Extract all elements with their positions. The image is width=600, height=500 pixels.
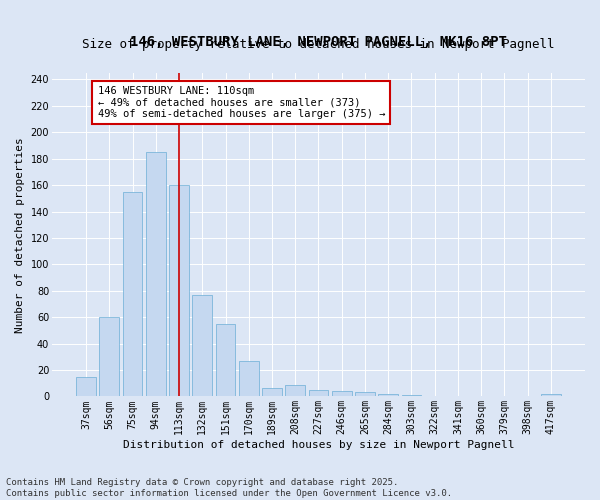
Bar <box>169 185 189 396</box>
Bar <box>355 392 375 396</box>
Bar <box>146 152 166 396</box>
Bar <box>215 324 235 396</box>
Bar <box>332 391 352 396</box>
Bar <box>193 294 212 396</box>
Bar <box>122 192 142 396</box>
Bar <box>379 394 398 396</box>
Title: Size of property relative to detached houses in Newport Pagnell: Size of property relative to detached ho… <box>82 38 555 51</box>
Text: Contains HM Land Registry data © Crown copyright and database right 2025.
Contai: Contains HM Land Registry data © Crown c… <box>6 478 452 498</box>
X-axis label: Distribution of detached houses by size in Newport Pagnell: Distribution of detached houses by size … <box>123 440 514 450</box>
Bar <box>401 395 421 396</box>
Bar <box>541 394 561 396</box>
Text: 146 WESTBURY LANE: 110sqm
← 49% of detached houses are smaller (373)
49% of semi: 146 WESTBURY LANE: 110sqm ← 49% of detac… <box>98 86 385 120</box>
Y-axis label: Number of detached properties: Number of detached properties <box>15 137 25 332</box>
Bar <box>100 317 119 396</box>
Bar <box>308 390 328 396</box>
Bar <box>76 376 96 396</box>
Bar <box>286 384 305 396</box>
Bar <box>262 388 282 396</box>
Text: 146, WESTBURY LANE, NEWPORT PAGNELL, MK16 8PT: 146, WESTBURY LANE, NEWPORT PAGNELL, MK1… <box>130 34 507 48</box>
Bar <box>239 361 259 396</box>
